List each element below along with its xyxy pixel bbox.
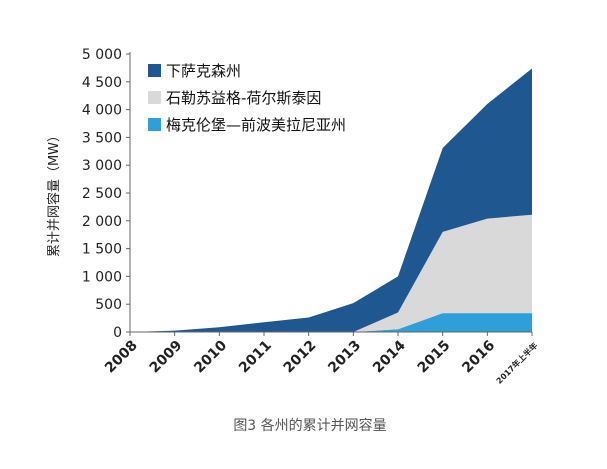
x-tick-label: 2011 (236, 338, 275, 377)
legend-label: 下萨克森州 (166, 62, 241, 80)
y-tick-label: 2 500 (82, 186, 122, 202)
legend-swatch (148, 64, 161, 77)
y-tick-label: 5 000 (82, 47, 122, 63)
x-axis: 2008 2009 2010 2011 2012 2013 2014 2015 20162017… (102, 331, 539, 386)
series-area-2 (130, 214, 532, 332)
x-tick-label: 2013 (325, 338, 364, 377)
x-tick-label: 2012 (281, 338, 320, 377)
x-tick-label: 2016 (459, 338, 498, 377)
y-tick-label: 0 (113, 325, 122, 341)
y-tick-label: 4 500 (82, 75, 122, 91)
x-tick-label: 2014 (370, 337, 409, 376)
legend-swatch (148, 91, 161, 104)
series-area-1 (130, 313, 532, 332)
legend-label: 梅克伦堡—前波美拉尼亚州 (166, 116, 346, 134)
legend-label: 石勒苏益格-荷尔斯泰因 (166, 89, 321, 107)
series-area-3 (130, 68, 532, 332)
x-tick-label: 2017年上半年 (494, 340, 539, 385)
y-axis: 0 500 1 000 1 500 2 000 2 500 3 000 3 500 4 000 4… (82, 47, 131, 341)
chart-areas (130, 68, 532, 332)
y-tick-label: 1 000 (82, 269, 122, 285)
y-tick-label: 3 500 (82, 130, 122, 146)
y-axis-label: 累计并网容量（MW） (46, 129, 62, 257)
x-tick-label: 2008 (102, 338, 141, 377)
figure-caption: 图3 各州的累计并网容量 (233, 417, 386, 434)
x-tick-label: 2010 (191, 337, 230, 376)
y-tick-label: 500 (95, 297, 122, 313)
legend-swatch (148, 118, 161, 131)
y-tick-label: 1 500 (82, 242, 122, 258)
y-tick-label: 3 000 (82, 158, 122, 174)
y-tick-label: 2 000 (82, 214, 122, 230)
x-tick-label: 2009 (147, 338, 186, 377)
y-tick-label: 4 000 (82, 103, 122, 119)
x-tick-label: 2015 (415, 338, 454, 377)
